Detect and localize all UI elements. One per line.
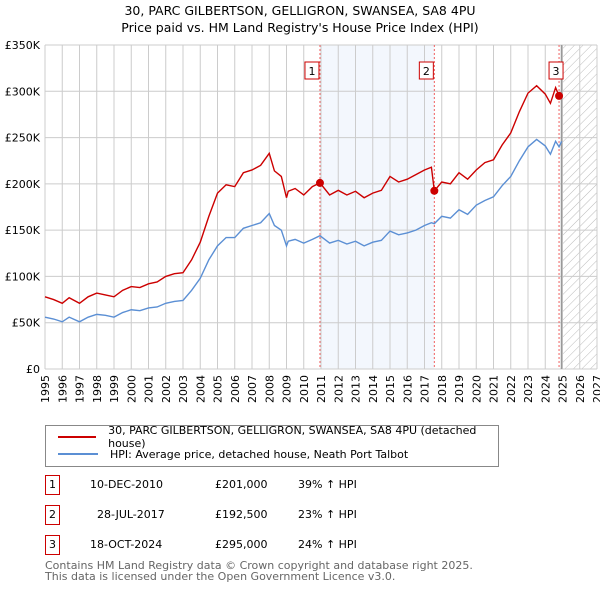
transaction-price: £295,000 — [215, 538, 268, 551]
x-tick-label: 2001 — [143, 375, 156, 403]
transaction-date: 28-JUL-2017 — [97, 508, 165, 521]
x-tick-label: 1996 — [56, 375, 69, 403]
x-tick-label: 2020 — [470, 375, 483, 403]
x-tick-label: 2013 — [350, 375, 363, 403]
x-tick-label: 1995 — [39, 375, 52, 403]
transaction-marker: 3 — [45, 535, 60, 555]
x-tick-label: 2019 — [453, 375, 466, 403]
sale-point — [430, 186, 439, 195]
x-tick-label: 2022 — [505, 375, 518, 403]
transaction-date: 18-OCT-2024 — [90, 538, 163, 551]
x-tick-label: 1999 — [108, 375, 121, 403]
x-tick-label: 2006 — [229, 375, 242, 403]
y-tick-label: £150K — [5, 224, 41, 237]
y-tick-label: £200K — [5, 178, 41, 191]
x-tick-label: 2026 — [574, 375, 587, 403]
x-tick-label: 2005 — [212, 375, 225, 403]
transaction-row: 2 28-JUL-2017 £192,500 23% ↑ HPI — [45, 505, 495, 527]
x-tick-label: 2015 — [384, 375, 397, 403]
x-tick-label: 2010 — [298, 375, 311, 403]
y-tick-label: £100K — [5, 270, 41, 283]
sale-label-box — [418, 61, 434, 80]
x-tick-label: 2012 — [332, 375, 345, 403]
x-tick-label: 2016 — [401, 375, 414, 403]
highlight-band — [319, 45, 435, 369]
sale-label: 2 — [423, 65, 430, 78]
footer-line: Contains HM Land Registry data © Crown c… — [45, 559, 473, 572]
x-tick-label: 1997 — [74, 375, 87, 403]
transaction-hpi: 39% ↑ HPI — [298, 478, 357, 491]
x-tick-label: 2018 — [436, 375, 449, 403]
x-tick-label: 2000 — [125, 375, 138, 403]
sale-label: 1 — [308, 65, 315, 78]
transaction-row: 1 10-DEC-2010 £201,000 39% ↑ HPI — [45, 475, 495, 497]
x-tick-label: 2027 — [591, 375, 600, 403]
transaction-price: £201,000 — [215, 478, 268, 491]
x-tick-label: 2003 — [177, 375, 190, 403]
sale-point — [315, 178, 324, 187]
x-tick-label: 1998 — [91, 375, 104, 403]
chart-subtitle: Price paid vs. HM Land Registry's House … — [121, 20, 479, 35]
transaction-row: 3 18-OCT-2024 £295,000 24% ↑ HPI — [45, 535, 495, 557]
transaction-hpi: 23% ↑ HPI — [298, 508, 357, 521]
legend-swatch — [58, 436, 97, 438]
legend-label: HPI: Average price, detached house, Neat… — [110, 447, 409, 461]
x-tick-label: 2017 — [419, 375, 432, 403]
footer: Contains HM Land Registry data © Crown c… — [45, 560, 473, 582]
x-tick-label: 2024 — [539, 375, 552, 403]
transaction-marker: 1 — [45, 475, 60, 495]
sale-label-box — [548, 61, 564, 80]
legend-swatch — [58, 453, 98, 455]
sale-point — [555, 91, 564, 100]
sale-label-box — [304, 61, 320, 80]
x-tick-label: 2025 — [557, 375, 570, 403]
x-tick-label: 2008 — [263, 375, 276, 403]
legend-item-property: 30, PARC GILBERTSON, GELLIGRON, SWANSEA,… — [58, 424, 498, 450]
transaction-hpi: 24% ↑ HPI — [298, 538, 357, 551]
x-tick-label: 2014 — [367, 375, 380, 403]
x-tick-label: 2004 — [194, 375, 207, 403]
x-tick-label: 2007 — [246, 375, 259, 403]
y-tick-label: £50K — [12, 317, 41, 330]
series-line-property — [44, 84, 563, 305]
x-tick-label: 2021 — [488, 375, 501, 403]
series-line-hpi — [44, 138, 563, 323]
legend-item-hpi: HPI: Average price, detached house, Neat… — [58, 446, 408, 462]
y-tick-label: £0 — [26, 363, 40, 376]
x-tick-label: 2009 — [281, 375, 294, 403]
transaction-date: 10-DEC-2010 — [90, 478, 164, 491]
x-tick-label: 2023 — [522, 375, 535, 403]
transaction-marker: 2 — [45, 505, 60, 525]
chart-title: 30, PARC GILBERTSON, GELLIGRON, SWANSEA,… — [124, 3, 476, 18]
y-tick-label: £250K — [5, 132, 41, 145]
y-tick-label: £300K — [5, 85, 41, 98]
sale-label: 3 — [553, 65, 560, 78]
legend-label: 30, PARC GILBERTSON, GELLIGRON, SWANSEA,… — [108, 424, 477, 450]
transaction-price: £192,500 — [215, 508, 268, 521]
price-chart: 1995 1996 1997 1998 1999 2000 2001 2002 2003 2004… — [5, 39, 600, 403]
x-tick-label: 2002 — [160, 375, 173, 403]
x-tick-label: 2011 — [315, 375, 328, 403]
legend: 30, PARC GILBERTSON, GELLIGRON, SWANSEA,… — [45, 424, 499, 467]
y-tick-label: £350K — [5, 39, 41, 52]
footer-line: This data is licensed under the Open Gov… — [45, 570, 396, 583]
